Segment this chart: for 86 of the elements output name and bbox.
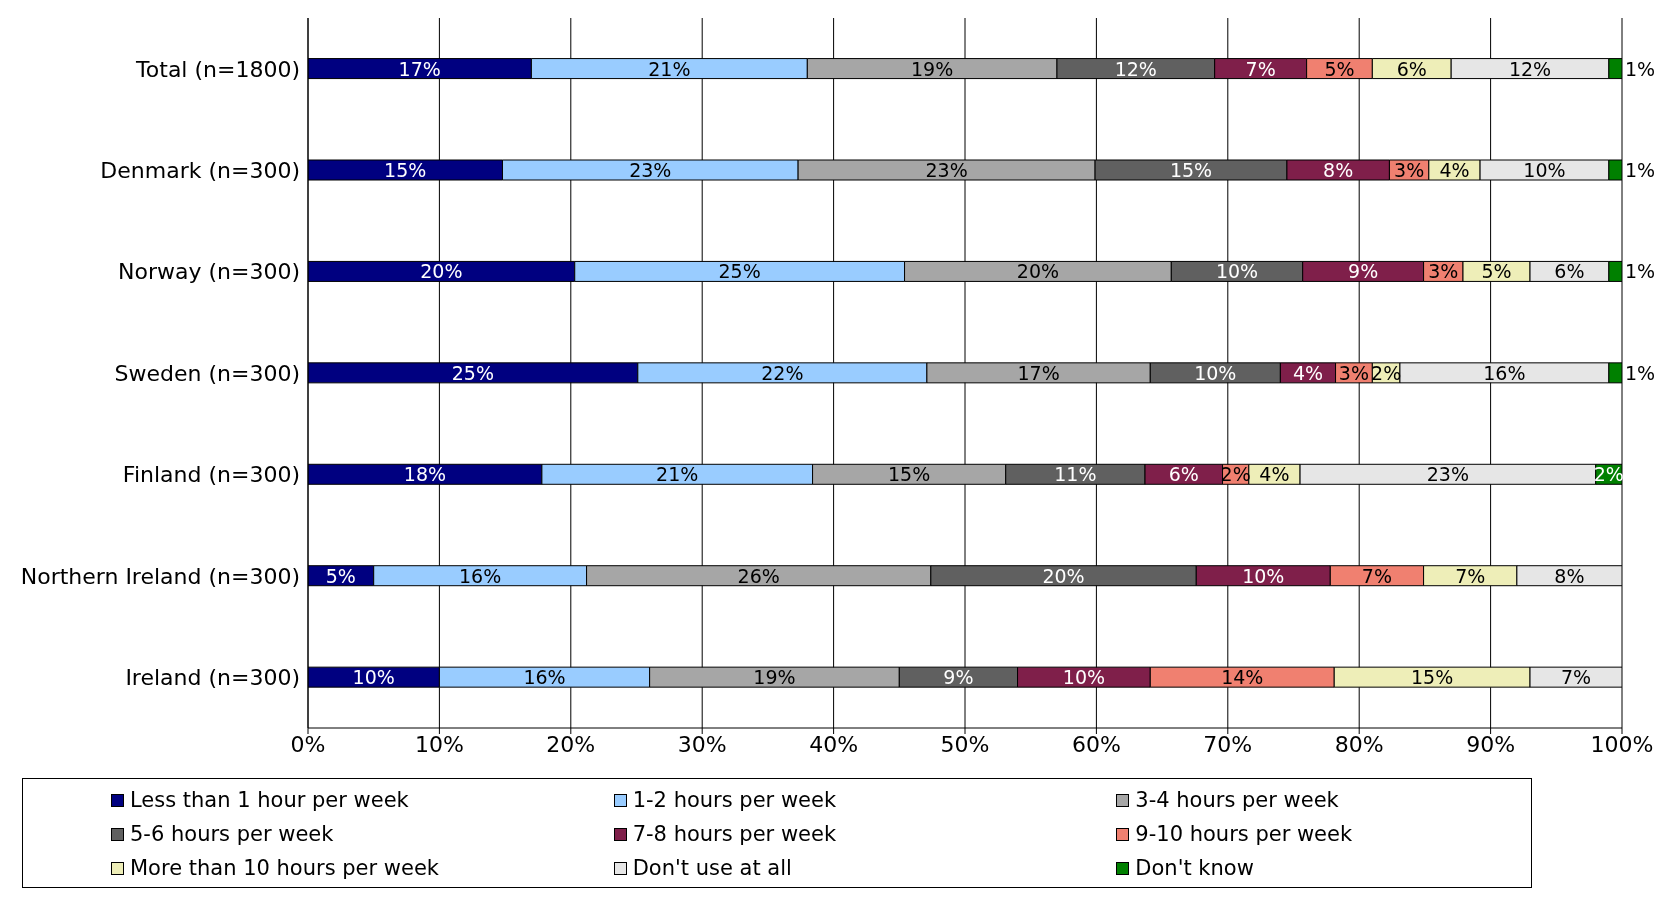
x-tick-label: 20% [546, 731, 596, 757]
data-label: 15% [384, 159, 427, 181]
legend-label: 7-8 hours per week [632, 822, 837, 846]
data-label: 3% [1338, 361, 1370, 384]
data-label: 9% [943, 666, 974, 689]
y-tick-label: Sweden (n=300) [114, 360, 300, 386]
data-label: 3% [1394, 159, 1425, 181]
data-label: 15% [888, 463, 931, 486]
data-label: 21% [648, 57, 691, 80]
x-tick-label: 90% [1466, 731, 1516, 757]
data-label: 19% [911, 57, 954, 80]
data-label: 15% [1169, 159, 1213, 181]
legend-label: More than 10 hours per week [130, 856, 439, 880]
x-tick-label: 40% [809, 731, 859, 757]
data-label: 10% [1215, 260, 1259, 283]
y-tick-label: Finland (n=300) [122, 462, 300, 488]
data-label: 1% [1625, 260, 1656, 283]
data-label: 7% [1455, 564, 1486, 587]
y-tick-label: Norway (n=300) [118, 259, 300, 285]
legend-label: 9-10 hours per week [1135, 822, 1353, 846]
data-label: 20% [420, 260, 463, 283]
data-label: 8% [1323, 159, 1354, 181]
data-label: 14% [1221, 666, 1264, 689]
y-tick-label: Northern Ireland (n=300) [20, 563, 300, 589]
data-label: 7% [1361, 564, 1393, 587]
data-label: 16% [523, 666, 566, 689]
x-tick-label: 50% [940, 731, 990, 757]
data-label: 10% [1194, 361, 1237, 384]
data-label: 10% [1242, 564, 1285, 587]
data-label: 6% [1396, 57, 1427, 80]
data-label: 26% [737, 564, 780, 587]
data-label: 16% [459, 564, 502, 587]
x-tick-label: 10% [414, 731, 464, 757]
data-label: 10% [1062, 666, 1106, 689]
data-label: 22% [761, 361, 804, 384]
data-label: 7% [1560, 666, 1592, 689]
data-label: 17% [398, 57, 441, 80]
data-label: 4% [1292, 361, 1324, 384]
data-label: 25% [718, 260, 761, 283]
legend-label: 1-2 hours per week [632, 788, 837, 812]
data-label: 6% [1554, 260, 1585, 283]
data-label: 12% [1508, 57, 1552, 80]
data-label: 20% [1016, 260, 1060, 283]
legend-label: 5-6 hours per week [130, 822, 334, 846]
data-label: 17% [1017, 361, 1060, 384]
data-label: 16% [1483, 361, 1526, 384]
data-label: 23% [1426, 463, 1470, 486]
data-label: 5% [1481, 260, 1512, 283]
data-label: 21% [656, 463, 699, 486]
data-label: 12% [1114, 57, 1157, 80]
data-label: 10% [1523, 159, 1566, 181]
data-label: 11% [1054, 463, 1097, 486]
data-label: 20% [1042, 564, 1085, 587]
data-label: 3% [1428, 260, 1459, 283]
data-label: 23% [925, 159, 968, 181]
y-tick-label: Ireland (n=300) [125, 665, 300, 691]
data-label: 4% [1439, 159, 1470, 181]
data-label: 25% [451, 361, 495, 384]
x-tick-label: 80% [1334, 731, 1384, 757]
data-label: 6% [1168, 463, 1199, 486]
legend-label: Don't use at all [632, 856, 792, 880]
x-tick-label: 30% [677, 731, 727, 757]
legend-label: 3-4 hours per week [1135, 788, 1339, 812]
x-tick-label: 0% [290, 731, 326, 757]
data-label: 18% [403, 463, 447, 486]
data-label: 1% [1625, 159, 1656, 181]
data-label: 5% [325, 564, 356, 587]
data-label: 1% [1625, 57, 1656, 80]
x-tick-label: 70% [1203, 731, 1253, 757]
data-label: 23% [629, 159, 672, 181]
data-label: 9% [1348, 260, 1379, 283]
data-label: 7% [1245, 57, 1276, 80]
y-tick-label: Total (n=1800) [135, 56, 300, 82]
x-tick-label: 100% [1590, 731, 1654, 757]
legend-label: Less than 1 hour per week [130, 788, 409, 812]
data-label: 1% [1625, 361, 1656, 384]
data-label: 15% [1411, 666, 1454, 689]
data-label: 4% [1259, 463, 1290, 486]
data-label: 8% [1554, 564, 1585, 587]
data-label: 5% [1324, 57, 1355, 80]
data-label: 19% [753, 666, 796, 689]
data-label: 10% [352, 666, 395, 689]
legend-label: Don't know [1135, 856, 1254, 880]
x-tick-label: 60% [1071, 731, 1121, 757]
data-label: 2% [1593, 463, 1624, 486]
y-tick-label: Denmark (n=300) [100, 157, 300, 183]
